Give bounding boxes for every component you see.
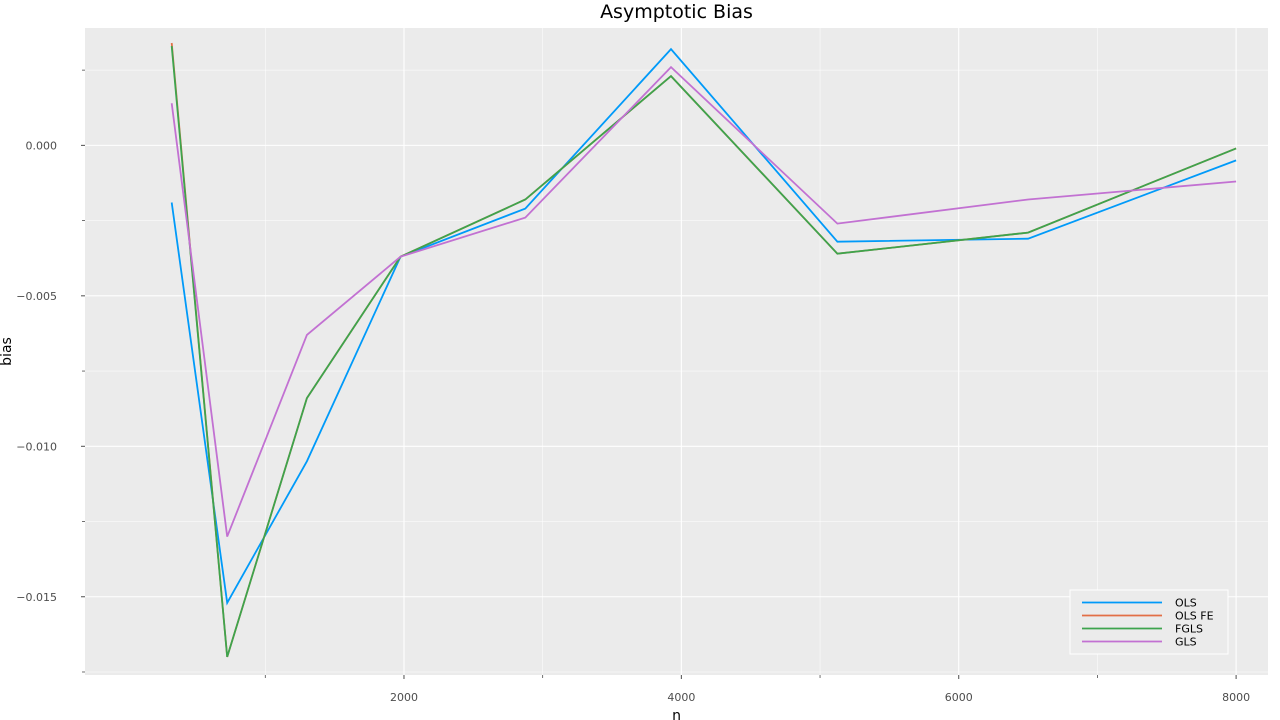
x-tick-label: 8000 [1222, 691, 1250, 704]
x-tick-label: 6000 [945, 691, 973, 704]
y-axis-title: bias [0, 337, 15, 366]
legend-box [1069, 589, 1229, 655]
axes: 2000 4000 6000 8000 0.000 −0.005 −0.010 −0.015 [16, 69, 1250, 704]
plot-panel [85, 28, 1268, 675]
legend-label-ols-fe: OLS FE [1175, 610, 1214, 623]
y-tick-label: −0.015 [16, 591, 57, 604]
grid-lines [85, 28, 1268, 675]
y-tick-label: −0.005 [16, 290, 57, 303]
chart-title: Asymptotic Bias [600, 1, 753, 23]
legend-label-ols: OLS [1175, 597, 1197, 610]
x-axis-title: n [672, 708, 681, 720]
series-line-fgls [170, 46, 1237, 658]
y-tick-label: −0.010 [16, 440, 57, 453]
y-tick-label: 0.000 [26, 139, 58, 152]
legend-label-gls: GLS [1175, 636, 1197, 649]
x-tick-label: 2000 [390, 691, 418, 704]
series-line-gls [170, 65, 1237, 537]
x-tick-label: 4000 [667, 691, 695, 704]
legend-label-fgls: FGLS [1175, 623, 1203, 636]
series-lines [170, 42, 1237, 658]
